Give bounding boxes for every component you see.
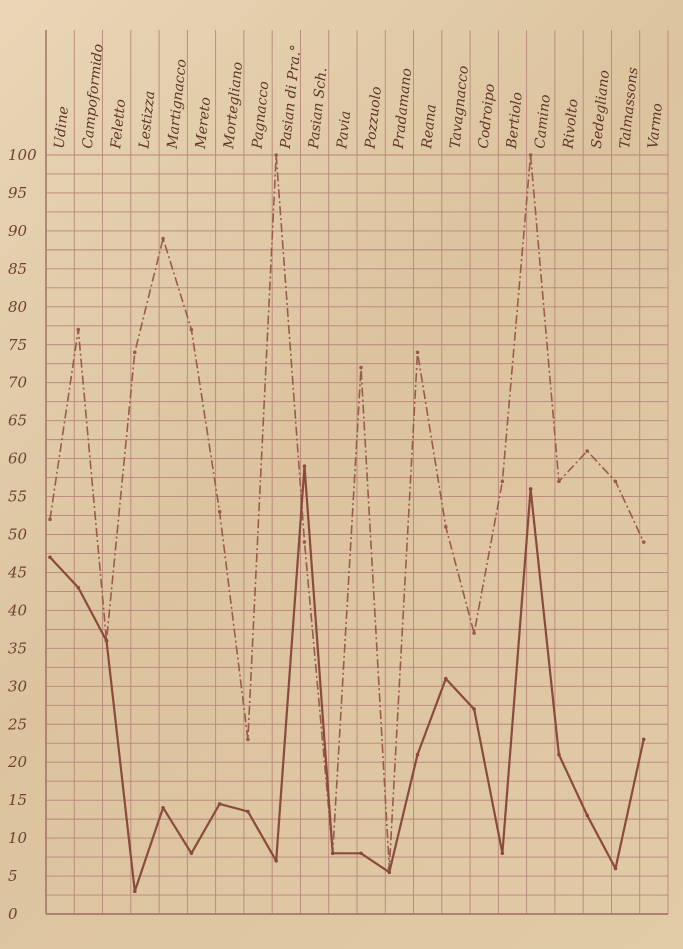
data-point-solid [76,585,81,590]
category-label: Pasian Sch. [306,67,331,151]
data-point-solid [472,707,476,711]
series-line-dashdot [49,154,645,870]
data-point-solid [302,464,307,468]
y-tick-label: 95 [8,184,27,202]
data-point-solid [330,851,335,856]
data-point-solid [415,752,420,757]
data-point-solid [641,737,646,742]
y-tick-label: 80 [8,298,28,316]
data-point-dashdot [359,365,363,370]
series-line-solid [49,465,645,893]
category-label: Mereto [193,96,214,150]
y-tick-label: 40 [7,601,28,619]
data-point-dashdot [76,327,81,332]
data-point-dashdot [415,350,420,355]
data-series [48,153,646,894]
data-point-dashdot [613,479,618,484]
category-label: Codroipo [476,83,499,149]
data-point-solid [246,809,250,814]
y-tick-label: 90 [8,222,28,240]
data-point-solid [387,870,392,875]
data-point-solid [500,851,505,856]
y-tick-label: 60 [8,450,28,468]
category-label: Camino [532,94,554,150]
y-tick-label: 35 [8,639,27,657]
y-tick-label: 25 [7,715,27,733]
category-label: Rivolto [560,98,581,150]
y-tick-label: 85 [8,260,27,278]
data-point-dashdot [274,153,278,157]
y-tick-label: 75 [8,336,27,354]
data-point-dashdot [302,540,307,544]
category-label: Bertiolo [504,91,526,150]
data-point-solid [133,889,137,894]
data-point-dashdot [557,479,561,484]
category-label: Martignacco [165,58,190,150]
data-point-solid [217,802,222,806]
data-point-dashdot [189,327,194,332]
data-point-dashdot [246,737,250,742]
data-point-dashdot [444,525,448,529]
category-label: Sedegliano [589,69,613,149]
category-label: Talmassons [617,66,641,149]
y-tick-label: 50 [8,526,28,544]
data-point-solid [613,866,618,871]
y-tick-label: 30 [8,677,28,695]
data-point-dashdot [500,479,505,484]
y-tick-label: 45 [7,563,27,581]
category-label: Pavia [334,110,354,150]
data-point-solid [274,859,278,863]
category-label: Lestizza [136,90,158,150]
data-point-dashdot [217,509,222,514]
data-point-solid [189,851,194,856]
data-point-solid [444,676,448,681]
y-tick-label: 55 [8,488,27,506]
data-point-solid [48,555,52,560]
data-point-dashdot [48,517,52,522]
category-label: Reana [419,103,440,150]
category-label: Varmo [645,102,666,149]
category-label: Pozzuolo [362,86,385,151]
data-point-solid [528,487,533,491]
y-tick-label: 70 [8,374,28,392]
category-label: Mortegliano [221,61,246,150]
category-label: Pradamano [391,67,415,150]
y-tick-label: 65 [8,412,27,430]
data-point-dashdot [161,236,165,241]
data-point-solid [585,813,589,818]
category-label: Udine [52,105,72,149]
data-point-dashdot [585,449,589,453]
y-tick-label: 20 [7,753,28,771]
data-point-dashdot [528,153,533,157]
data-point-solid [104,638,109,643]
category-label: Tavagnacco [447,65,472,150]
y-tick-label: 15 [8,791,27,809]
y-tick-label: 10 [8,829,28,847]
grid [45,30,669,915]
data-point-dashdot [133,350,137,355]
y-axis-ticks: 0 5 10 15 20 25 30 35 40 45 50 55 60 65 70 75 80 85 90 95 10… [7,146,37,923]
y-tick-label: 5 [8,867,18,885]
data-point-solid [161,805,165,810]
category-label: Pagnacco [249,81,272,151]
data-point-dashdot [472,631,476,635]
data-point-dashdot [641,540,646,544]
x-axis-categories: Udine Campoformido Feletto Lestizza Martigna… [52,43,666,150]
y-tick-label: 100 [8,146,37,164]
data-point-solid [557,752,561,757]
y-tick-label: 0 [8,905,18,923]
data-point-solid [359,851,363,856]
category-label: Feletto [108,98,129,150]
